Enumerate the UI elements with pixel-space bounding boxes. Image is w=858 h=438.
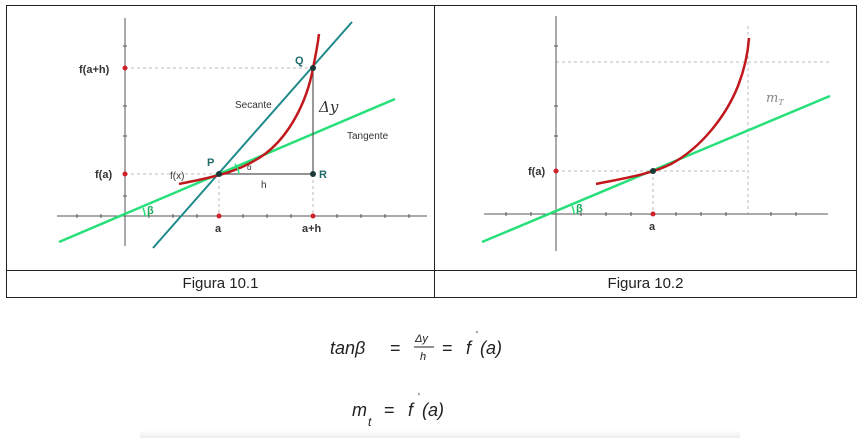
beta-angle-arc [571, 205, 575, 215]
formula-mt-prime: ' [418, 392, 420, 403]
figure-divider-horizontal [6, 270, 857, 271]
label-q: Q [295, 55, 304, 67]
label-mt-m: m [766, 91, 778, 106]
point-r [310, 171, 316, 177]
label-fx: f(x) [170, 171, 184, 182]
label-r: R [319, 169, 327, 181]
label-beta: β [147, 205, 154, 217]
label-p: P [207, 157, 214, 169]
point-p [216, 171, 222, 177]
secant-line [152, 21, 353, 249]
point-y-f-a [553, 168, 559, 174]
label-tangente: Tangente [347, 131, 389, 142]
figure-10-1-diagram: f(a+h) f(a) a a+h Q P R Secante Tangente… [57, 18, 427, 249]
point-x-a [650, 211, 656, 217]
alpha-angle-arc [234, 163, 240, 175]
point-x-a-plus-h [310, 213, 316, 219]
formula-tan-eq2: = [442, 338, 453, 358]
formula-tan-eq1: = [390, 338, 401, 358]
formula-mt-arg: (a) [422, 400, 444, 420]
figure-divider-vertical [434, 5, 435, 298]
point-y-f-a-plus-h [122, 65, 128, 71]
point-tangency [650, 168, 656, 174]
formula-tan-arg: (a) [480, 338, 502, 358]
label-a: a [215, 223, 222, 235]
formula-mt-sub: t [368, 415, 372, 429]
formula-tan-lhs: tanβ [330, 338, 365, 358]
label-secante: Secante [235, 100, 272, 111]
formula-tan-num: Δy [414, 333, 429, 345]
formula-tan-prime: ' [476, 330, 478, 341]
figure-10-2-diagram: f(a) a β mT [481, 16, 831, 251]
formula-tan-den: h [420, 351, 426, 363]
function-curve [595, 37, 751, 186]
formula-tan-beta: tanβ = Δy h = f ' (a) [330, 330, 502, 363]
label-f-a: f(a) [528, 166, 545, 178]
formula-mt-m: m [352, 400, 367, 420]
label-beta: β [576, 203, 583, 215]
point-q [310, 65, 316, 71]
label-delta-y: Δy [318, 98, 339, 116]
formula-mt: m t = f ' (a) [352, 392, 444, 429]
label-a-plus-h: a+h [302, 223, 322, 235]
label-mt: mT [766, 91, 784, 107]
page-shadow [140, 430, 740, 438]
caption-figura-10-2: Figura 10.2 [607, 275, 684, 292]
label-f-a: f(a) [95, 169, 112, 181]
formula-tan-f: f [466, 338, 473, 358]
beta-angle-arc [142, 207, 146, 217]
label-a: a [649, 221, 656, 233]
figure-frame [6, 5, 857, 298]
formula-mt-f: f [408, 400, 415, 420]
formula-mt-eq: = [384, 400, 395, 420]
caption-figura-10-1: Figura 10.1 [182, 275, 259, 292]
label-mt-sub: T [778, 98, 784, 107]
tangent-line [58, 97, 396, 244]
label-f-a-plus-h: f(a+h) [79, 64, 110, 76]
point-x-a [216, 213, 222, 219]
point-y-f-a [122, 171, 128, 177]
label-h: h [261, 180, 267, 191]
label-alpha: α [247, 163, 252, 172]
